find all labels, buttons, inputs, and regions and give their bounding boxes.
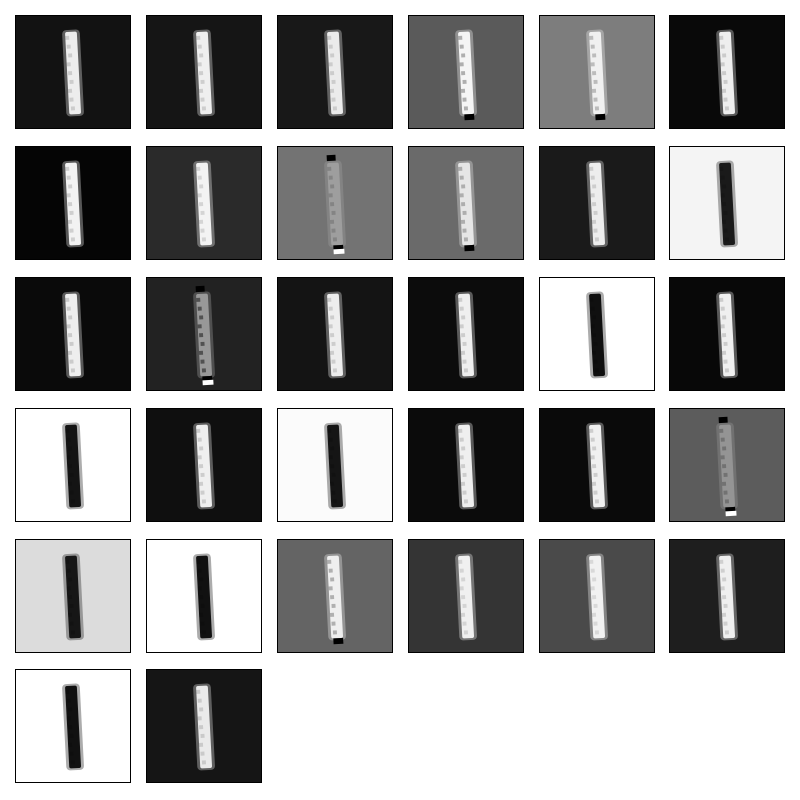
feature-map-panel [146,146,262,260]
feature-map-image [16,147,130,259]
feature-map-panel [277,277,393,391]
feature-map-panel [539,277,655,391]
feature-map-image [147,16,261,128]
feature-map-image [16,540,130,652]
feature-map-panel [15,408,131,522]
feature-map-image [540,147,654,259]
digit-stroke [586,29,608,121]
feature-map-image [409,147,523,259]
feature-map-panel [539,146,655,260]
feature-map-panel [669,408,785,522]
feature-map-panel [669,146,785,260]
feature-map-image [278,409,392,521]
feature-map-image [670,278,784,390]
digit-stroke [716,416,738,517]
feature-map-image [147,278,261,390]
digit-stroke [62,291,84,379]
feature-map-image [16,409,130,521]
digit-stroke [716,29,738,117]
feature-map-panel [539,539,655,653]
digit-stroke [193,285,215,386]
digit-stroke [586,160,608,248]
feature-map-panel [146,408,262,522]
digit-stroke [62,422,84,510]
feature-map-panel [408,146,524,260]
feature-map-panel [408,539,524,653]
feature-map-panel [15,669,131,783]
digit-stroke [324,154,346,255]
digit-stroke [586,553,608,641]
feature-map-panel [539,408,655,522]
feature-map-panel [669,277,785,391]
feature-map-image [278,147,392,259]
feature-map-image [540,409,654,521]
feature-map-image [670,147,784,259]
feature-map-image [409,16,523,128]
feature-map-image [16,278,130,390]
digit-stroke [586,291,608,379]
digit-stroke [62,553,84,641]
feature-map-image [147,147,261,259]
feature-map-panel [277,15,393,129]
feature-map-panel [146,277,262,391]
digit-stroke [455,160,477,252]
feature-map-image [540,540,654,652]
feature-map-image [147,540,261,652]
feature-map-panel [15,15,131,129]
feature-map-image [409,540,523,652]
digit-stroke [455,422,477,510]
feature-map-panel [539,15,655,129]
digit-stroke [193,29,215,117]
feature-map-panel [408,277,524,391]
digit-stroke [193,160,215,248]
feature-map-panel [15,277,131,391]
digit-stroke [455,553,477,641]
feature-map-panel [146,15,262,129]
feature-map-panel [277,146,393,260]
feature-map-image [16,670,130,782]
digit-stroke [455,29,477,121]
feature-map-image [147,670,261,782]
feature-map-image [670,409,784,521]
digit-stroke [324,291,346,379]
digit-stroke [324,29,346,117]
feature-map-panel [277,408,393,522]
feature-map-panel [669,15,785,129]
feature-map-panel [669,539,785,653]
feature-map-panel [15,539,131,653]
feature-map-image [670,16,784,128]
feature-map-image [540,16,654,128]
feature-map-image [278,16,392,128]
digit-stroke [62,29,84,117]
feature-map-image [278,278,392,390]
feature-map-panel [146,539,262,653]
digit-stroke [324,553,346,645]
digit-stroke [716,553,738,641]
feature-map-image [409,278,523,390]
digit-stroke [586,422,608,510]
feature-map-panel [408,15,524,129]
digit-stroke [716,160,738,248]
feature-map-image [16,16,130,128]
digit-stroke [716,291,738,379]
feature-map-panel [408,408,524,522]
feature-map-image [540,278,654,390]
digit-stroke [193,422,215,510]
feature-map-image [278,540,392,652]
digit-stroke [324,422,346,510]
feature-map-image [147,409,261,521]
feature-map-panel [15,146,131,260]
feature-map-image [670,540,784,652]
digit-stroke [62,683,84,771]
digit-stroke [62,160,84,248]
feature-map-panel [277,539,393,653]
digit-stroke [455,291,477,379]
feature-map-image [409,409,523,521]
feature-map-panel [146,669,262,783]
digit-stroke [193,553,215,641]
digit-stroke [193,683,215,771]
